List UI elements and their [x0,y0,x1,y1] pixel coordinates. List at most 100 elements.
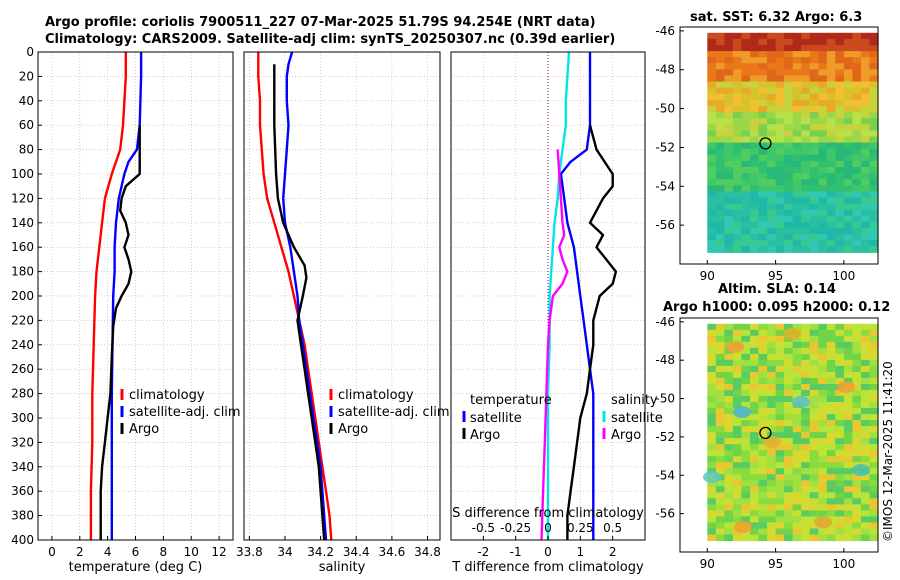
sla_map-cell [826,468,836,475]
sst_map-cell [750,228,760,235]
sla_map-cell [826,396,836,403]
sla_map-cell [826,390,836,397]
sst_map-cell [818,246,828,253]
sla_map-cell [809,480,819,487]
sla_map-cell [775,341,785,349]
sla_map-cell [715,468,725,475]
sla_map-cell [775,396,785,403]
sla_map-cell [801,456,811,463]
sst_map-cell [741,63,751,70]
sst_map-cell [784,112,794,119]
sst_map-cell [750,130,760,138]
sla_map-frame [679,317,879,553]
sst_map-cell [784,130,794,138]
sst_map-cell [784,87,794,95]
sst_map-cell [707,32,717,40]
sst_map-cell [767,112,777,119]
sst_map-cell [767,209,777,217]
sla_map-cell [835,468,845,475]
sla_map-cell [801,414,811,421]
sst_map-cell [826,87,836,95]
sst_map-cell [860,142,870,150]
sst_map-cell [750,191,760,199]
sst_map-cell [860,197,870,205]
sst_map-cell [741,93,751,101]
sla_map-cell [724,516,734,523]
sla_map-cell [732,516,742,523]
sst_map-cell [707,99,717,107]
sst_map-cell [826,228,836,235]
sla_map-cell [852,510,862,517]
sst_map-cell [818,203,828,211]
sst_map-cell [707,228,717,235]
sst_map-cell [852,167,862,174]
sla_map-cell [818,396,828,403]
sst_map-cell [869,99,879,107]
sla_map-cell [852,414,862,421]
sla_map-cell [732,462,742,469]
sla_map-cell [852,426,862,433]
sla_map-cell [852,384,862,391]
sla_map-cell [860,510,870,517]
sla_map-cell [741,420,751,427]
sst_map-cell [869,51,879,58]
sst_map-cell [809,63,819,70]
sal-xtick-label: 34.4 [343,545,370,559]
sst_map-cell [801,32,811,40]
sst_map-cell [826,142,836,150]
sla_map-cell [835,341,845,349]
sla_map-cell [741,516,751,523]
sla_map-cell [835,347,845,355]
sla_map-cell [843,456,853,463]
sst_map-cell [843,75,853,83]
sla_map-cell [809,390,819,397]
sla_map-cell [758,510,768,517]
sst_map-cell [852,93,862,101]
sla_map-cell [715,377,725,385]
sla_map-cell [843,432,853,439]
sla_map-cell [715,480,725,487]
sla_map-cell [784,347,794,355]
sla_map-cell [732,426,742,433]
sla_map-cell [750,390,760,397]
sst_map-cell [775,154,785,162]
sla_map-cell [860,426,870,433]
sla_map-cell [826,474,836,481]
sst_map-cell [809,246,819,253]
sst_map-cell [869,63,879,70]
sst_map-cell [843,228,853,235]
sla_map-cell [818,347,828,355]
sla_map-cell [724,534,734,542]
sla_map-cell [792,456,802,463]
sst_map-cell [775,99,785,107]
sst_map-cell [784,246,794,253]
sla_map-cell [792,444,802,451]
sst_map-cell [818,240,828,247]
sla_map-cell [724,359,734,367]
sla_map-cell [809,359,819,367]
sla_map-cell [750,329,760,337]
sla_map-cell [707,498,717,505]
sla_map-cell [784,438,794,445]
sst_map-cell [792,179,802,186]
sst_map-cell [741,173,751,180]
sst_map-cell [818,221,828,229]
sst_map-cell [835,38,845,46]
sst_map-cell [732,118,742,125]
sst_map-cell [741,75,751,83]
sla_map-cell [860,377,870,385]
sla_map-cell [724,402,734,409]
sla_map-cell [818,438,828,445]
sst_map-cell [724,167,734,174]
sst_map-cell [741,38,751,46]
sst_map-xtick-label: 100 [832,269,855,283]
sla_map-cell [758,408,768,415]
sst_map-cell [724,209,734,217]
sst_map-cell [852,240,862,247]
sla_map-cell [792,516,802,523]
sst_map-cell [767,154,777,162]
sst_map-cell [835,160,845,168]
sst_map-cell [741,234,751,241]
sst_map-cell [741,240,751,247]
sla_map-cell [852,396,862,403]
